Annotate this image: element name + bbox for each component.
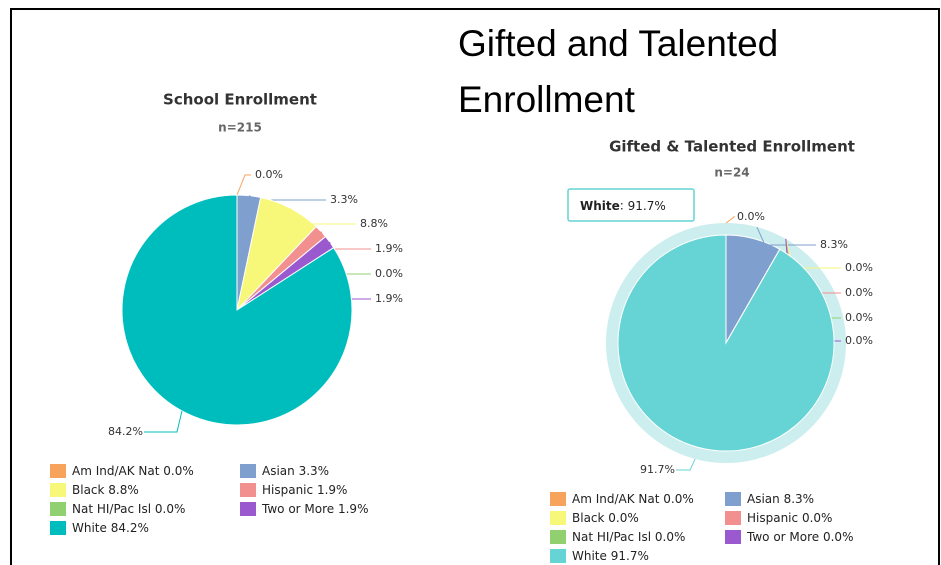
legend-value: 0.0%	[823, 530, 854, 544]
data-label: 0.0%	[845, 311, 873, 324]
leader-line	[144, 410, 183, 433]
tooltip-name: White	[580, 199, 620, 213]
legend-name: Two or More	[261, 502, 334, 516]
legend-swatch	[725, 530, 741, 544]
leader-line	[248, 195, 326, 201]
legend-label: Two or More 0.0%	[746, 530, 853, 544]
data-label: 0.0%	[375, 267, 403, 280]
legend-label: White 91.7%	[572, 549, 649, 563]
chart-subtitle: n=215	[218, 121, 262, 135]
data-label: 91.7%	[640, 463, 675, 476]
legend-swatch	[725, 511, 741, 525]
data-label: 0.0%	[845, 261, 873, 274]
leader-line	[756, 226, 816, 246]
legend-swatch	[50, 502, 66, 516]
legend-value: 0.0%	[608, 511, 639, 525]
legend-value: 8.3%	[784, 492, 815, 506]
legend-swatch	[550, 492, 566, 506]
legend-swatch	[240, 483, 256, 497]
legend-label: Black 0.0%	[572, 511, 639, 525]
legend-swatch	[50, 464, 66, 478]
legend-value: 0.0%	[155, 502, 186, 516]
legend-label: Nat HI/Pac Isl 0.0%	[72, 502, 185, 516]
legend-swatch	[550, 511, 566, 525]
legend-name: Nat HI/Pac Isl	[72, 502, 151, 516]
legend-name: Asian	[747, 492, 780, 506]
legend-name: Am Ind/AK Nat	[572, 492, 660, 506]
legend-swatch	[240, 464, 256, 478]
legend-value: 84.2%	[111, 521, 149, 535]
legend-value: 0.0%	[163, 464, 194, 478]
legend-value: 0.0%	[663, 492, 694, 506]
chart-title: School Enrollment	[163, 91, 317, 109]
legend-label: Am Ind/AK Nat 0.0%	[572, 492, 694, 506]
legend-label: Am Ind/AK Nat 0.0%	[72, 464, 194, 478]
chart-title: Gifted & Talented Enrollment	[609, 138, 855, 156]
tooltip-value: 91.7%	[628, 199, 666, 213]
tooltip: White: 91.7%	[567, 188, 695, 222]
data-label: 0.0%	[737, 210, 765, 223]
legend-label: Hispanic 0.0%	[747, 511, 832, 525]
slide-frame	[10, 8, 940, 565]
legend-value: 91.7%	[611, 549, 649, 563]
data-label: 3.3%	[330, 193, 358, 206]
pie-slice	[617, 234, 835, 452]
legend-swatch	[50, 483, 66, 497]
legend-label: Asian 3.3%	[262, 464, 329, 478]
legend-name: Black	[72, 483, 105, 497]
legend-name: Hispanic	[747, 511, 798, 525]
legend-name: Am Ind/AK Nat	[72, 464, 160, 478]
chart-subtitle: n=24	[714, 166, 749, 180]
legend-swatch	[725, 492, 741, 506]
data-label: 1.9%	[375, 242, 403, 255]
data-label: 0.0%	[845, 334, 873, 347]
data-label: 0.0%	[845, 286, 873, 299]
data-label: 1.9%	[375, 292, 403, 305]
legend-label: Black 8.8%	[72, 483, 139, 497]
legend-swatch	[240, 502, 256, 516]
legend-name: Asian	[262, 464, 295, 478]
leader-line	[676, 458, 696, 471]
legend-value: 8.8%	[108, 483, 139, 497]
data-label: 8.3%	[820, 238, 848, 251]
legend-label: Two or More 1.9%	[261, 502, 368, 516]
leader-line	[236, 174, 251, 196]
legend-name: White	[572, 549, 607, 563]
legend-name: Black	[572, 511, 605, 525]
tooltip-box	[567, 188, 695, 222]
legend-label: Asian 8.3%	[747, 492, 814, 506]
pie-slice	[121, 194, 353, 426]
tooltip-text: White: 91.7%	[580, 199, 666, 213]
legend-value: 3.3%	[299, 464, 330, 478]
data-label: 0.0%	[255, 168, 283, 181]
legend-value: 1.9%	[338, 502, 369, 516]
legend-label: Nat HI/Pac Isl 0.0%	[572, 530, 685, 544]
legend-value: 0.0%	[802, 511, 833, 525]
legend-name: Nat HI/Pac Isl	[572, 530, 651, 544]
legend-label: Hispanic 1.9%	[262, 483, 347, 497]
data-label: 8.8%	[360, 217, 388, 230]
slide-title: Gifted and Talented Enrollment	[458, 23, 779, 120]
legend-swatch	[50, 521, 66, 535]
legend-name: Hispanic	[262, 483, 313, 497]
leader-line	[289, 207, 356, 225]
legend-value: 1.9%	[317, 483, 348, 497]
legend-value: 0.0%	[655, 530, 686, 544]
legend-swatch	[550, 530, 566, 544]
legend-name: Two or More	[746, 530, 819, 544]
leader-line	[725, 216, 736, 224]
legend-label: White 84.2%	[72, 521, 149, 535]
legend-swatch	[550, 549, 566, 563]
data-label: 84.2%	[108, 425, 143, 438]
legend-name: White	[72, 521, 107, 535]
